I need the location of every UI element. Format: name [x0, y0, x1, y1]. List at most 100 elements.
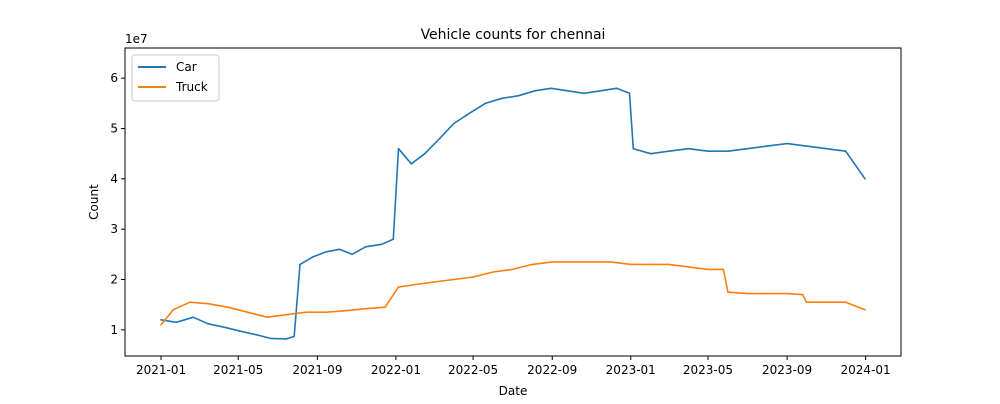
- data-point-truck: [172, 308, 175, 311]
- data-point-truck: [246, 311, 249, 314]
- data-point-car: [192, 316, 194, 319]
- data-point-truck: [610, 261, 612, 263]
- data-point-car: [766, 145, 768, 147]
- data-point-car: [325, 251, 328, 253]
- data-point-car: [256, 334, 258, 336]
- data-point-car: [299, 263, 301, 266]
- legend-label-truck: Truck: [175, 80, 208, 94]
- data-point-truck: [687, 266, 690, 268]
- data-point-car: [599, 90, 602, 92]
- data-point-truck: [384, 306, 386, 309]
- plot-area: [124, 47, 902, 357]
- data-point-car: [667, 150, 670, 152]
- data-point-truck: [492, 271, 494, 273]
- data-point-car: [364, 246, 367, 248]
- data-point-truck: [746, 292, 748, 295]
- x-tick-label: 2021-01: [136, 363, 186, 377]
- data-point-car: [805, 145, 808, 147]
- data-point-truck: [397, 286, 400, 288]
- y-tick-label: 3: [110, 222, 118, 236]
- data-point-car: [293, 335, 296, 338]
- data-point-truck: [325, 311, 328, 314]
- data-point-car: [707, 150, 709, 152]
- data-point-truck: [364, 307, 367, 310]
- data-point-car: [583, 92, 585, 95]
- data-point-truck: [864, 308, 866, 311]
- data-point-truck: [649, 263, 652, 266]
- data-point-truck: [805, 301, 808, 304]
- data-point-car: [550, 87, 552, 90]
- data-point-car: [825, 147, 828, 150]
- data-point-truck: [590, 261, 593, 263]
- legend-label-car: Car: [176, 60, 197, 74]
- data-point-car: [484, 102, 487, 105]
- data-point-car: [410, 163, 413, 165]
- data-point-truck: [727, 291, 729, 293]
- data-point-truck: [305, 311, 308, 314]
- data-point-truck: [344, 309, 347, 312]
- y-tick-label: 5: [110, 122, 118, 136]
- data-point-truck: [722, 268, 725, 271]
- data-point-car: [746, 147, 748, 150]
- data-point-truck: [433, 281, 435, 283]
- data-point-truck: [801, 293, 804, 296]
- data-point-car: [424, 152, 426, 155]
- data-point-truck: [531, 263, 534, 266]
- chart-title: Vehicle counts for chennai: [421, 27, 606, 43]
- data-point-truck: [766, 292, 768, 295]
- data-point-truck: [189, 301, 191, 304]
- data-point-car: [566, 90, 569, 92]
- y-axis-label: Count: [87, 184, 101, 220]
- data-point-car: [269, 337, 272, 340]
- data-point-car: [338, 248, 341, 251]
- y-axis: 1 2 3 4 5 6: [110, 71, 125, 337]
- data-point-car: [160, 319, 162, 321]
- data-point-truck: [207, 302, 209, 305]
- data-point-car: [687, 147, 690, 150]
- series-layer: [160, 87, 866, 340]
- data-point-truck: [266, 316, 269, 319]
- y-tick-label: 6: [110, 71, 118, 85]
- y-tick-label: 4: [110, 172, 118, 186]
- data-point-car: [628, 92, 631, 95]
- x-tick-label: 2023-09: [762, 363, 812, 377]
- data-point-car: [727, 150, 729, 152]
- data-point-truck: [630, 263, 632, 266]
- data-point-truck: [844, 301, 847, 304]
- data-point-car: [438, 137, 441, 140]
- data-point-truck: [227, 306, 229, 309]
- data-point-truck: [707, 268, 709, 271]
- data-point-truck: [825, 301, 828, 304]
- y-offset-label: 1e7: [125, 32, 148, 46]
- x-tick-label: 2024-01: [841, 363, 891, 377]
- data-point-car: [468, 112, 471, 115]
- data-point-car: [312, 256, 314, 258]
- data-point-car: [534, 90, 536, 92]
- x-tick-label: 2023-05: [683, 363, 733, 377]
- y-tick-label: 2: [110, 273, 118, 287]
- data-point-car: [207, 323, 209, 325]
- data-point-truck: [786, 292, 788, 295]
- data-point-car: [864, 178, 866, 180]
- data-point-car: [392, 238, 395, 240]
- data-point-truck: [160, 324, 162, 326]
- data-point-truck: [285, 313, 288, 316]
- data-point-car: [380, 243, 383, 246]
- y-tick-label: 1: [110, 323, 118, 337]
- data-point-car: [175, 321, 178, 324]
- data-point-truck: [667, 263, 670, 266]
- data-point-truck: [415, 283, 417, 286]
- data-point-truck: [453, 278, 455, 281]
- data-point-car: [786, 142, 788, 145]
- legend: Car Truck: [131, 54, 220, 102]
- data-point-car: [632, 147, 635, 150]
- data-point-truck: [551, 261, 554, 263]
- plot-frame: [124, 47, 902, 357]
- data-point-car: [615, 87, 618, 90]
- x-tick-label: 2021-09: [292, 363, 342, 377]
- data-point-truck: [472, 276, 474, 278]
- x-tick-label: 2022-05: [448, 363, 498, 377]
- x-tick-label: 2023-01: [606, 363, 656, 377]
- data-point-car: [501, 97, 503, 100]
